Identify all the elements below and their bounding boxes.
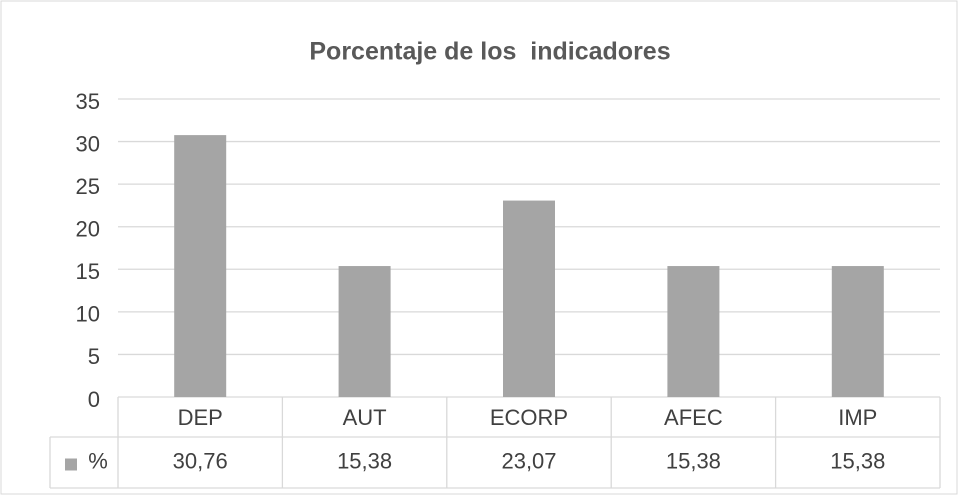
data-label: 15,38 [666, 448, 721, 473]
y-tick-label: 35 [76, 89, 100, 114]
data-label: 23,07 [501, 448, 556, 473]
x-tick-label: IMP [838, 405, 877, 430]
chart-title: Porcentaje de los indicadores [309, 38, 670, 66]
legend-label: % [88, 448, 108, 473]
y-tick-label: 10 [76, 302, 100, 327]
data-label: 15,38 [337, 448, 392, 473]
y-tick-label: 0 [88, 387, 100, 412]
y-tick-label: 25 [76, 174, 100, 199]
y-tick-label: 30 [76, 131, 100, 156]
bar [174, 135, 227, 397]
data-label: 30,76 [173, 448, 228, 473]
x-tick-label: AFEC [664, 405, 723, 430]
bar [338, 266, 391, 397]
legend-key [65, 458, 77, 471]
y-tick-label: 15 [76, 259, 100, 284]
bar [503, 200, 555, 397]
bar [831, 266, 884, 397]
y-tick-label: 5 [88, 344, 100, 369]
y-tick-label: 20 [76, 217, 100, 242]
x-tick-label: ECORP [490, 405, 568, 430]
data-label: 15,38 [830, 448, 885, 473]
x-tick-label: AUT [343, 405, 387, 430]
bar [667, 266, 720, 397]
x-tick-label: DEP [178, 405, 223, 430]
